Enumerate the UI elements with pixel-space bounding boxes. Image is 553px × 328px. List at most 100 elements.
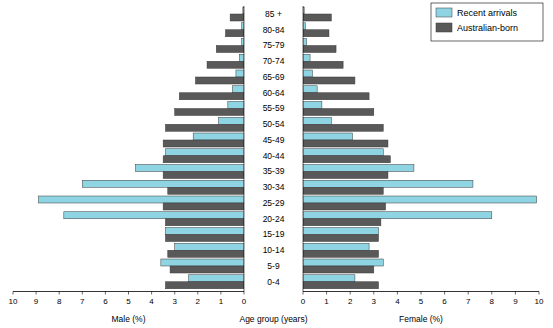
legend-label: Australian-born (457, 23, 518, 33)
category-label: 35-39 (263, 166, 285, 176)
legend-swatch (436, 23, 452, 32)
tick-right (539, 292, 540, 295)
bar (236, 70, 244, 77)
category-label: 5-9 (267, 261, 280, 271)
bar (163, 156, 244, 163)
bar (165, 235, 244, 242)
bar (161, 259, 244, 266)
category-label: 40-44 (263, 151, 285, 161)
bar (165, 149, 244, 156)
bar (303, 212, 492, 219)
bar (303, 196, 537, 203)
bar (303, 54, 310, 61)
category-label: 15-19 (263, 229, 285, 239)
bar (175, 109, 244, 116)
bar (303, 23, 305, 30)
bar (175, 243, 244, 250)
category-label: 70-74 (263, 56, 285, 66)
bar (303, 149, 383, 156)
bar (163, 140, 244, 147)
tick-left (105, 292, 106, 295)
bar (207, 61, 244, 68)
tick-label-right: 3 (372, 297, 377, 306)
bar (242, 23, 244, 30)
bar (226, 30, 244, 37)
bar (232, 86, 244, 93)
tick-right (326, 292, 327, 295)
bar (303, 14, 331, 21)
tick-label-right: 8 (490, 297, 495, 306)
category-label: 45-49 (263, 135, 285, 145)
bar (303, 46, 336, 53)
bar (303, 117, 331, 124)
tick-label-left: 5 (126, 297, 131, 306)
tick-label-left: 1 (219, 297, 224, 306)
tick-left (220, 292, 221, 295)
bar (303, 250, 379, 257)
tick-label-right: 7 (466, 297, 471, 306)
legend: Recent arrivalsAustralian-born (431, 3, 543, 41)
bar (179, 93, 244, 100)
tick-right (444, 292, 445, 295)
bar (303, 77, 355, 84)
bar (303, 275, 355, 282)
tick-label-right: 9 (513, 297, 518, 306)
bar (168, 250, 244, 257)
tick-label-right: 10 (535, 297, 544, 306)
zero-line-right (303, 6, 304, 292)
bar (189, 275, 244, 282)
bar (303, 39, 307, 46)
bar (303, 282, 379, 289)
bar (303, 140, 388, 147)
bar (239, 54, 244, 61)
zero-line-left (244, 6, 245, 292)
tick-label-right: 5 (419, 297, 424, 306)
tick-label-right: 1 (324, 297, 329, 306)
bar (303, 235, 379, 242)
tick-left (174, 292, 175, 295)
axis-label: Female (%) (399, 314, 443, 324)
tick-left (244, 292, 245, 295)
bar (303, 180, 473, 187)
bar (303, 30, 329, 37)
tick-label-left: 4 (149, 297, 154, 306)
tick-label-right: 4 (395, 297, 400, 306)
tick-left (36, 292, 37, 295)
tick-label-left: 9 (34, 297, 39, 306)
bar (216, 46, 244, 53)
bar (64, 212, 244, 219)
tick-right (350, 292, 351, 295)
bar (303, 102, 322, 109)
bar (168, 187, 244, 194)
bar (38, 196, 244, 203)
male-bars (38, 7, 244, 289)
tick-right (421, 292, 422, 295)
tick-label-left: 2 (196, 297, 201, 306)
bar (165, 282, 244, 289)
tick-right (515, 292, 516, 295)
bar (170, 266, 244, 273)
tick-right (373, 292, 374, 295)
bar (193, 133, 244, 140)
tick-right (468, 292, 469, 295)
category-label: 30-34 (263, 182, 285, 192)
bar (303, 228, 379, 235)
tick-left (128, 292, 129, 295)
bar (303, 133, 353, 140)
tick-label-left: 8 (57, 297, 62, 306)
bar (303, 165, 414, 172)
axis-label: Male (%) (111, 314, 145, 324)
tick-label-left: 6 (103, 297, 108, 306)
tick-left (197, 292, 198, 295)
bar (242, 39, 244, 46)
tick-left (151, 292, 152, 295)
category-label: 60-64 (263, 88, 285, 98)
bar (228, 102, 244, 109)
tick-left (82, 292, 83, 295)
category-label: 0-4 (267, 277, 280, 287)
legend-box (431, 3, 543, 41)
category-label: 65-69 (263, 72, 285, 82)
tick-label-right: 0 (301, 297, 306, 306)
tick-label-left: 3 (172, 297, 177, 306)
female-bars (303, 7, 537, 289)
